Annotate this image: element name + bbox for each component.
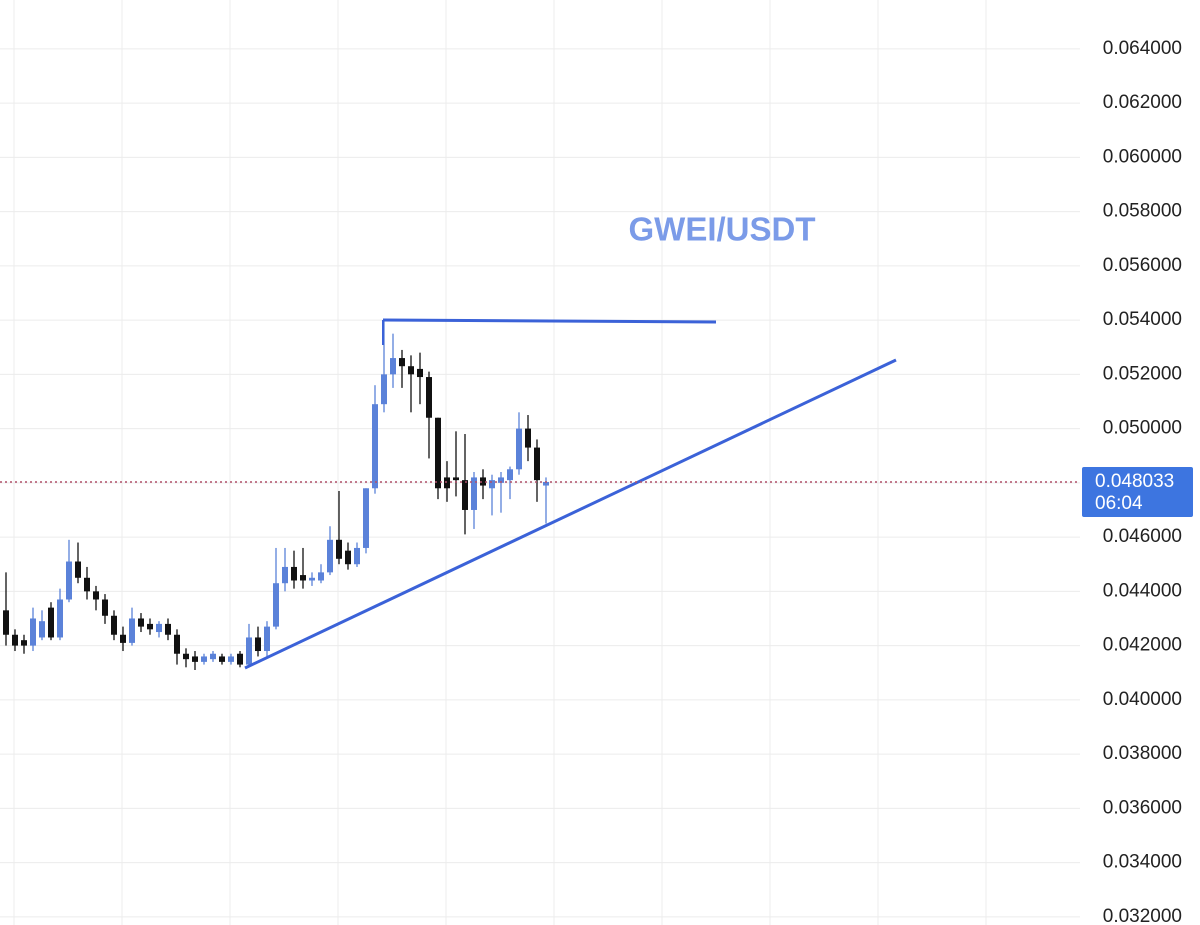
candle-body [237, 653, 243, 665]
candle-body [399, 358, 405, 367]
y-tick-label: 0.060000 [1103, 146, 1182, 167]
candle-body [309, 577, 315, 581]
candle-body [228, 656, 234, 662]
candle-body [453, 477, 459, 481]
y-tick-label: 0.040000 [1103, 689, 1182, 710]
candle-body [30, 618, 36, 646]
candle-body [534, 447, 540, 481]
y-tick-label: 0.064000 [1103, 38, 1182, 59]
candle-body [273, 583, 279, 627]
candle-body [435, 417, 441, 489]
candle-body [516, 428, 522, 470]
chart-title: GWEI/USDT [629, 211, 816, 248]
price-label: 0.048033 [1095, 471, 1174, 492]
y-tick-label: 0.038000 [1103, 743, 1182, 764]
candle-body [426, 377, 432, 418]
candle-body [471, 477, 477, 510]
candle-body [507, 469, 513, 481]
candle-body [84, 577, 90, 592]
candle-body [183, 653, 189, 660]
candle-body [192, 656, 198, 662]
candle-body [57, 599, 63, 638]
price-label-box [1082, 466, 1193, 517]
candle-body [336, 539, 342, 559]
y-tick-label: 0.032000 [1103, 906, 1182, 925]
candle-body [444, 477, 450, 489]
candle-body [408, 366, 414, 375]
candle-body [201, 656, 207, 662]
candle-body [363, 488, 369, 548]
candle-body [327, 539, 333, 573]
candle-body [12, 634, 18, 646]
candle-body [390, 358, 396, 375]
candle-body [75, 561, 81, 578]
candle-body [489, 480, 495, 489]
candles [3, 320, 549, 671]
candle-body [372, 404, 378, 489]
y-tick-label: 0.050000 [1103, 418, 1182, 439]
candle-body [156, 623, 162, 633]
y-tick-label: 0.054000 [1103, 309, 1182, 330]
candle-body [147, 623, 153, 630]
y-tick-label: 0.056000 [1103, 255, 1182, 276]
y-tick-label: 0.034000 [1103, 852, 1182, 873]
candle-body [165, 623, 171, 635]
candle-body [210, 653, 216, 660]
candle-body [255, 637, 261, 652]
candle-body [264, 626, 270, 652]
candle-body [381, 374, 387, 405]
candle-body [345, 550, 351, 565]
candle-body [66, 561, 72, 600]
support-trendline [244, 358, 897, 670]
y-tick-label: 0.062000 [1103, 92, 1182, 113]
candle-body [3, 610, 9, 635]
candle-body [300, 575, 306, 581]
candle-body [48, 607, 54, 638]
candle-body [21, 640, 27, 646]
resistance-line [382, 318, 717, 324]
candle-body [480, 477, 486, 486]
candle-body [129, 618, 135, 643]
y-tick-label: 0.044000 [1103, 580, 1182, 601]
candle-body [282, 566, 288, 584]
y-tick-label: 0.052000 [1103, 363, 1182, 384]
candle-body [39, 621, 45, 638]
y-tick-label: 0.042000 [1103, 635, 1182, 656]
candle-body [498, 477, 504, 483]
candle-body [219, 656, 225, 662]
y-tick-label: 0.046000 [1103, 526, 1182, 547]
candle-body [120, 634, 126, 643]
candle-body [462, 480, 468, 510]
candle-body [525, 428, 531, 448]
candle-body [318, 572, 324, 581]
candle-body [93, 591, 99, 600]
candle-body [246, 637, 252, 665]
candle-body [138, 618, 144, 627]
candle-body [102, 599, 108, 616]
candle-body [174, 634, 180, 654]
y-tick-label: 0.036000 [1103, 797, 1182, 818]
candle-body [291, 566, 297, 581]
candle-body [111, 615, 117, 635]
candle-body [543, 481, 549, 486]
y-tick-label: 0.058000 [1103, 201, 1182, 222]
candle-body [354, 547, 360, 565]
countdown-label: 06:04 [1095, 493, 1143, 514]
candle-body [417, 368, 423, 378]
